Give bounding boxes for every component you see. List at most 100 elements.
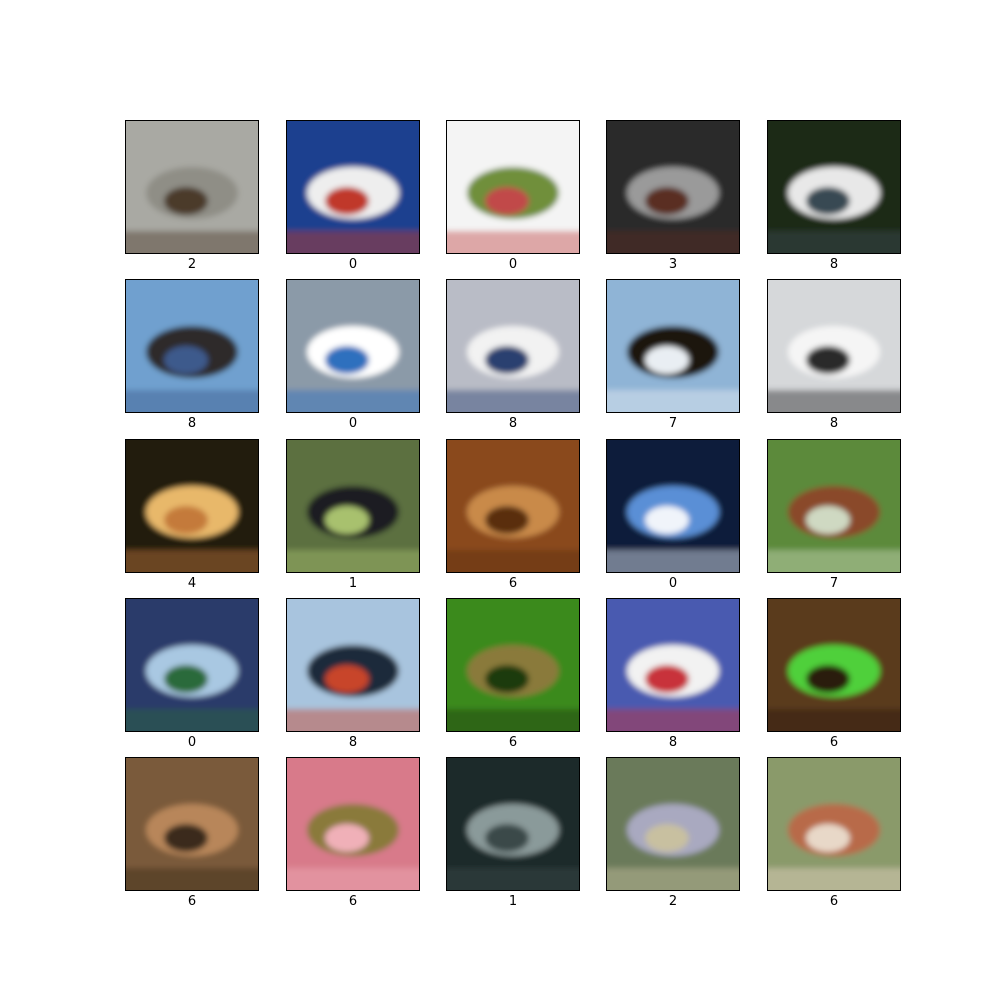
grid-cell: 7 [767,439,901,591]
class-label: 8 [668,735,678,750]
thumbnail-picture [126,599,258,731]
thumbnail-image [446,757,580,891]
thumbnail-picture [447,440,579,572]
grid-cell: 6 [446,598,580,750]
class-label: 0 [508,257,518,272]
grid-cell: 8 [767,120,901,272]
class-label: 8 [829,257,839,272]
thumbnail-picture [768,121,900,253]
class-label: 7 [829,576,839,591]
thumbnail-picture [126,758,258,890]
thumbnail-image [446,120,580,254]
grid-cell: 0 [286,120,420,272]
grid-cell: 0 [125,598,259,750]
thumbnail-image [286,439,420,573]
thumbnail-image [606,120,740,254]
class-label: 6 [829,894,839,909]
thumbnail-picture [287,758,419,890]
thumbnail-picture [126,440,258,572]
grid-cell: 8 [446,279,580,431]
grid-cell: 7 [606,279,740,431]
thumbnail-image [606,757,740,891]
thumbnail-picture [607,280,739,412]
thumbnail-image [767,279,901,413]
class-label: 8 [829,416,839,431]
thumbnail-picture [768,280,900,412]
class-label: 1 [348,576,358,591]
class-label: 4 [187,576,197,591]
thumbnail-image [446,279,580,413]
thumbnail-picture [607,758,739,890]
thumbnail-image [767,757,901,891]
class-label: 0 [348,257,358,272]
grid-cell: 8 [286,598,420,750]
class-label: 6 [187,894,197,909]
class-label: 0 [668,576,678,591]
grid-cell: 2 [606,757,740,909]
class-label: 6 [829,735,839,750]
thumbnail-picture [607,121,739,253]
thumbnail-image [767,439,901,573]
thumbnail-image [767,120,901,254]
thumbnail-picture [287,599,419,731]
thumbnail-picture [126,280,258,412]
thumbnail-picture [447,121,579,253]
thumbnail-image [606,598,740,732]
thumbnail-image [125,120,259,254]
class-label: 6 [348,894,358,909]
grid-cell: 6 [767,598,901,750]
thumbnail-image [446,439,580,573]
thumbnail-image [606,279,740,413]
class-label: 1 [508,894,518,909]
thumbnail-image [125,757,259,891]
class-label: 2 [668,894,678,909]
grid-cell: 8 [767,279,901,431]
thumbnail-picture [607,599,739,731]
grid-cell: 0 [446,120,580,272]
class-label: 0 [348,416,358,431]
grid-cell: 4 [125,439,259,591]
thumbnail-picture [287,121,419,253]
thumbnail-image [125,439,259,573]
thumbnail-image [286,279,420,413]
grid-cell: 0 [286,279,420,431]
class-label: 8 [187,416,197,431]
thumbnail-image [606,439,740,573]
grid-cell: 6 [446,439,580,591]
grid-cell: 6 [286,757,420,909]
thumbnail-picture [768,758,900,890]
grid-cell: 2 [125,120,259,272]
thumbnail-picture [447,599,579,731]
grid-cell: 6 [767,757,901,909]
class-label: 6 [508,576,518,591]
thumbnail-picture [126,121,258,253]
thumbnail-picture [287,440,419,572]
thumbnail-image [125,598,259,732]
class-label: 2 [187,257,197,272]
class-label: 8 [508,416,518,431]
thumbnail-image [286,120,420,254]
thumbnail-image [286,757,420,891]
grid-cell: 8 [606,598,740,750]
thumbnail-picture [607,440,739,572]
thumbnail-picture [447,280,579,412]
thumbnail-image [767,598,901,732]
class-label: 0 [187,735,197,750]
class-label: 3 [668,257,678,272]
grid-cell: 1 [446,757,580,909]
class-label: 8 [348,735,358,750]
grid-cell: 0 [606,439,740,591]
thumbnail-image [125,279,259,413]
class-label: 7 [668,416,678,431]
thumbnail-picture [768,599,900,731]
grid-cell: 8 [125,279,259,431]
thumbnail-picture [287,280,419,412]
thumbnail-picture [768,440,900,572]
thumbnail-image [446,598,580,732]
grid-cell: 3 [606,120,740,272]
grid-cell: 6 [125,757,259,909]
grid-cell: 1 [286,439,420,591]
thumbnail-image [286,598,420,732]
thumbnail-picture [447,758,579,890]
